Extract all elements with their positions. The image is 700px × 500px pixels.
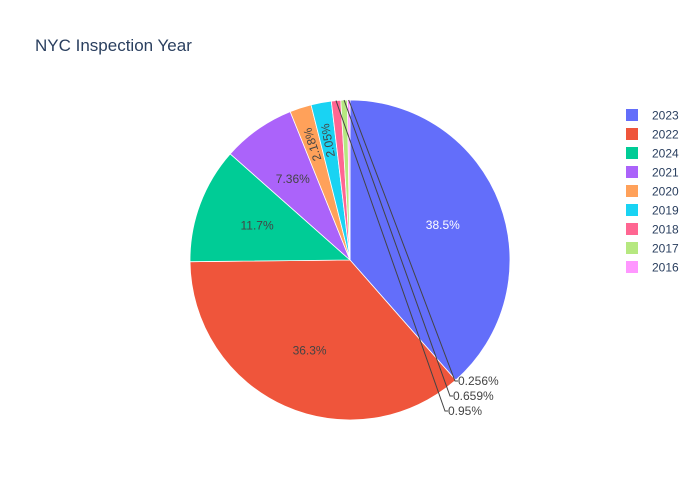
legend-label-2022: 2022 bbox=[652, 128, 679, 142]
legend-item-2022[interactable]: 2022 bbox=[626, 128, 679, 142]
legend: 2023 2022 2024 2021 2020 2019 2018 2017 2016 bbox=[626, 109, 679, 275]
legend-label-2017: 2017 bbox=[652, 242, 679, 256]
legend-swatch-2022 bbox=[626, 128, 638, 140]
leader-line-2017 bbox=[343, 99, 453, 397]
legend-label-2021: 2021 bbox=[652, 166, 679, 180]
legend-item-2018[interactable]: 2018 bbox=[626, 223, 679, 237]
pie-slice-2022[interactable] bbox=[189, 259, 457, 421]
slice-label-2019: 2.05% bbox=[318, 122, 338, 158]
slice-label-2016: 0.256% bbox=[458, 374, 499, 388]
legend-label-2020: 2020 bbox=[652, 185, 679, 199]
pie-slice-2024[interactable] bbox=[189, 153, 352, 263]
legend-label-2024: 2024 bbox=[652, 147, 679, 161]
chart-title: NYC Inspection Year bbox=[35, 36, 192, 55]
leader-line-2018 bbox=[335, 100, 448, 412]
legend-swatch-2021 bbox=[626, 166, 638, 178]
legend-swatch-2024 bbox=[626, 147, 638, 159]
legend-swatch-2016 bbox=[626, 261, 638, 273]
slice-label-2018: 0.95% bbox=[448, 404, 482, 418]
legend-item-2017[interactable]: 2017 bbox=[626, 242, 679, 256]
legend-swatch-2017 bbox=[626, 242, 638, 254]
legend-label-2018: 2018 bbox=[652, 223, 679, 237]
pie-slice-2023[interactable] bbox=[349, 99, 511, 381]
legend-label-2016: 2016 bbox=[652, 261, 679, 275]
legend-swatch-2018 bbox=[626, 223, 638, 235]
legend-swatch-2023 bbox=[626, 109, 638, 121]
legend-swatch-2020 bbox=[626, 185, 638, 197]
legend-label-2023: 2023 bbox=[652, 109, 679, 123]
slice-label-2023: 38.5% bbox=[426, 218, 460, 232]
leader-line-2016 bbox=[348, 99, 458, 382]
legend-item-2016[interactable]: 2016 bbox=[626, 261, 679, 275]
legend-item-2019[interactable]: 2019 bbox=[626, 204, 679, 218]
legend-item-2020[interactable]: 2020 bbox=[626, 185, 679, 199]
slice-label-2024: 11.7% bbox=[241, 218, 274, 232]
legend-item-2021[interactable]: 2021 bbox=[626, 166, 679, 180]
legend-item-2024[interactable]: 2024 bbox=[626, 147, 679, 161]
slice-label-2021: 7.36% bbox=[276, 172, 310, 186]
legend-item-2023[interactable]: 2023 bbox=[626, 109, 679, 123]
slice-label-2022: 36.3% bbox=[293, 344, 327, 358]
slice-label-2017: 0.659% bbox=[453, 389, 494, 403]
legend-swatch-2019 bbox=[626, 204, 638, 216]
legend-label-2019: 2019 bbox=[652, 204, 679, 218]
pie-slices bbox=[189, 99, 511, 421]
